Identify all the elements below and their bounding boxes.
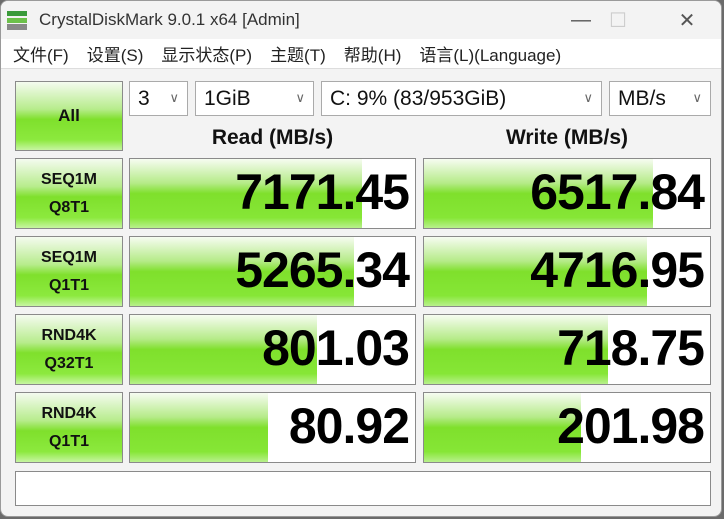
- chevron-down-icon: ∨: [295, 90, 305, 105]
- test-button[interactable]: SEQ1M Q1T1: [15, 236, 123, 307]
- write-header: Write (MB/s): [505, 126, 629, 149]
- test-name: RND4K: [41, 404, 97, 422]
- menu-theme[interactable]: 主题(T): [270, 46, 326, 65]
- drive-select[interactable]: C: 9% (83/953GiB) ∨: [321, 81, 602, 116]
- read-header: Read (MB/s): [211, 126, 334, 149]
- test-params: Q32T1: [44, 354, 94, 372]
- read-bar: [130, 315, 317, 384]
- menu-settings[interactable]: 设置(S): [86, 46, 144, 65]
- test-button[interactable]: SEQ1M Q8T1: [15, 158, 123, 229]
- size-select[interactable]: 1GiB ∨: [195, 81, 314, 116]
- read-result: 7171.45: [129, 158, 416, 229]
- read-result: 80.92: [129, 392, 416, 463]
- menu-display[interactable]: 显示状态(P): [161, 46, 253, 65]
- write-value: 201.98: [557, 398, 705, 454]
- write-bar: [424, 159, 653, 228]
- menu-language[interactable]: 语言(L)(Language): [419, 46, 562, 65]
- write-bar: [424, 237, 647, 306]
- read-value: 801.03: [262, 320, 410, 376]
- test-button[interactable]: RND4K Q32T1: [15, 314, 123, 385]
- write-value: 4716.95: [530, 242, 705, 298]
- test-name: RND4K: [41, 326, 97, 344]
- write-value: 6517.84: [530, 164, 705, 220]
- all-label: All: [58, 106, 80, 125]
- title-bar: CrystalDiskMark 9.0.1 x64 [Admin] — ☐ ✕: [1, 1, 721, 39]
- test-params: Q8T1: [48, 198, 89, 216]
- all-button[interactable]: All: [15, 81, 123, 151]
- read-bar: [130, 159, 363, 228]
- unit-value: MB/s: [618, 86, 666, 110]
- minimize-button[interactable]: —: [571, 8, 591, 31]
- test-name: SEQ1M: [40, 248, 97, 266]
- write-result: 718.75: [423, 314, 711, 385]
- write-bar: [424, 315, 608, 384]
- close-button[interactable]: ✕: [678, 9, 696, 32]
- read-result: 5265.34: [129, 236, 416, 307]
- write-result: 6517.84: [423, 158, 711, 229]
- test-button[interactable]: RND4K Q1T1: [15, 392, 123, 463]
- maximize-button[interactable]: ☐: [609, 9, 627, 32]
- write-result: 201.98: [423, 392, 711, 463]
- read-value: 5265.34: [235, 242, 410, 298]
- read-value: 7171.45: [235, 164, 410, 220]
- read-value: 80.92: [288, 398, 410, 454]
- app-icon: [7, 9, 27, 31]
- menu-help[interactable]: 帮助(H): [343, 46, 402, 65]
- menu-file[interactable]: 文件(F): [13, 46, 69, 65]
- test-params: Q1T1: [48, 432, 89, 450]
- read-bar: [130, 237, 355, 306]
- test-name: SEQ1M: [40, 170, 97, 188]
- chevron-down-icon: ∨: [692, 90, 702, 105]
- count-select[interactable]: 3 ∨: [129, 81, 188, 116]
- count-value: 3: [138, 86, 150, 110]
- status-bar: [15, 471, 711, 506]
- window-title: CrystalDiskMark 9.0.1 x64 [Admin]: [39, 10, 300, 29]
- chevron-down-icon: ∨: [169, 90, 179, 105]
- write-bar: [424, 393, 581, 462]
- read-bar: [130, 393, 268, 462]
- write-result: 4716.95: [423, 236, 711, 307]
- unit-select[interactable]: MB/s ∨: [609, 81, 711, 116]
- size-value: 1GiB: [204, 86, 251, 110]
- menu-bar: 文件(F) 设置(S) 显示状态(P) 主题(T) 帮助(H) 语言(L)(La…: [1, 39, 721, 69]
- read-result: 801.03: [129, 314, 416, 385]
- test-params: Q1T1: [48, 276, 89, 294]
- drive-value: C: 9% (83/953GiB): [330, 86, 507, 110]
- write-value: 718.75: [557, 320, 705, 376]
- chevron-down-icon: ∨: [583, 90, 593, 105]
